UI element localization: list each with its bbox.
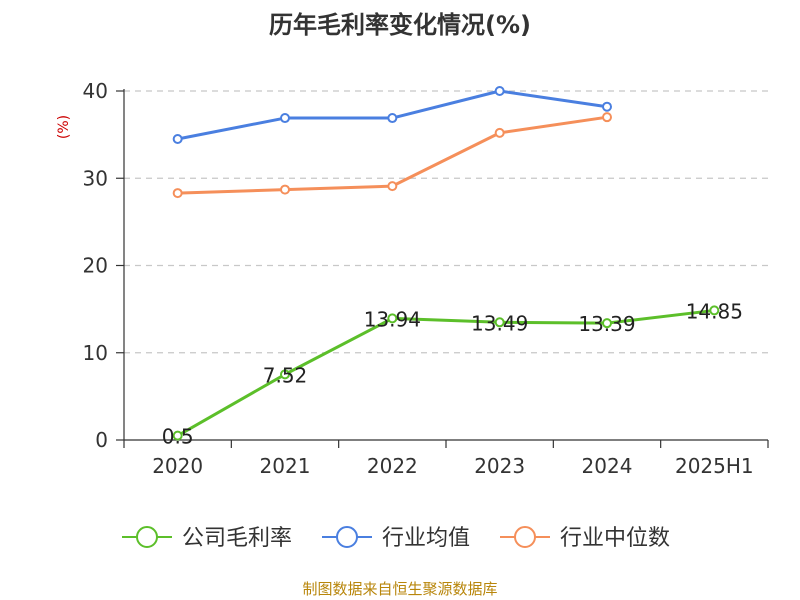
y-tick-label: 40 [83, 79, 108, 103]
data-point [602, 101, 612, 112]
legend-marker [136, 526, 158, 548]
data-point [602, 112, 612, 123]
x-tick-label: 2024 [582, 454, 633, 478]
source-note: 制图数据来自恒生聚源数据库 [302, 580, 497, 598]
legend-marker [514, 526, 536, 548]
x-tick-labels: 2020 2021 2022 2023 2024 2025H1 [152, 454, 753, 478]
x-tick-label: 2022 [367, 454, 418, 478]
x-tick-label: 2020 [152, 454, 203, 478]
legend-marker [336, 526, 358, 548]
x-tick-label: 2023 [474, 454, 525, 478]
y-tick-label: 30 [83, 166, 108, 190]
data-point [494, 86, 505, 96]
data-point [280, 184, 290, 195]
legend-label: 行业中位数 [560, 526, 670, 551]
legend-item-2[interactable]: 行业中位数 [500, 526, 670, 551]
legend-item-1[interactable]: 行业均值 [322, 526, 470, 551]
data-label: 7.52 [263, 363, 308, 387]
gridlines [124, 90, 768, 354]
data-point [172, 430, 183, 441]
data-label: 13.94 [364, 307, 421, 331]
data-label: 14.85 [686, 299, 743, 323]
data-point [494, 127, 505, 138]
y-tick-label: 0 [95, 428, 108, 452]
data-point [387, 181, 398, 192]
y-tick-label: 20 [83, 254, 108, 278]
series-lines [176, 89, 716, 438]
data-label: 13.49 [471, 311, 528, 335]
y-axis-unit: (%) [56, 115, 72, 139]
y-tick-labels: 0 10 20 30 40 [83, 79, 108, 452]
data-label: 13.39 [578, 312, 635, 336]
x-tick-label: 2021 [260, 454, 311, 478]
y-tick-label: 10 [83, 341, 108, 365]
data-point [387, 113, 398, 124]
data-point [387, 313, 398, 324]
axes [116, 89, 769, 448]
data-point [602, 318, 612, 329]
data-label: 0.5 [162, 425, 194, 449]
data-point [172, 188, 183, 199]
x-tick-label: 2025H1 [675, 454, 754, 478]
series-points [172, 86, 720, 441]
data-point [172, 133, 183, 144]
data-labels: 0.5 7.52 13.94 13.49 13.39 14.85 [162, 299, 743, 448]
legend[interactable]: 公司毛利率 行业均值 行业中位数 [122, 526, 670, 551]
data-point [280, 369, 290, 380]
data-point [280, 113, 290, 124]
legend-label: 公司毛利率 [182, 526, 292, 551]
chart-title: 历年毛利率变化情况(%) [269, 11, 531, 39]
legend-label: 行业均值 [382, 526, 470, 551]
data-point [709, 305, 720, 316]
series-line-0 [176, 308, 716, 438]
legend-item-0[interactable]: 公司毛利率 [122, 526, 292, 551]
data-point [494, 317, 505, 328]
